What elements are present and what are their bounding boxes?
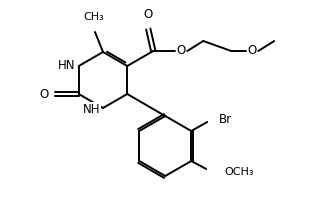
Text: HN: HN [58, 58, 76, 71]
Text: OCH₃: OCH₃ [224, 167, 254, 177]
Text: Br: Br [219, 112, 232, 126]
Text: CH₃: CH₃ [84, 12, 104, 22]
Text: NH: NH [83, 103, 100, 115]
Text: O: O [248, 44, 257, 56]
Text: O: O [40, 88, 49, 101]
Text: O: O [144, 8, 153, 21]
Text: O: O [177, 44, 186, 56]
